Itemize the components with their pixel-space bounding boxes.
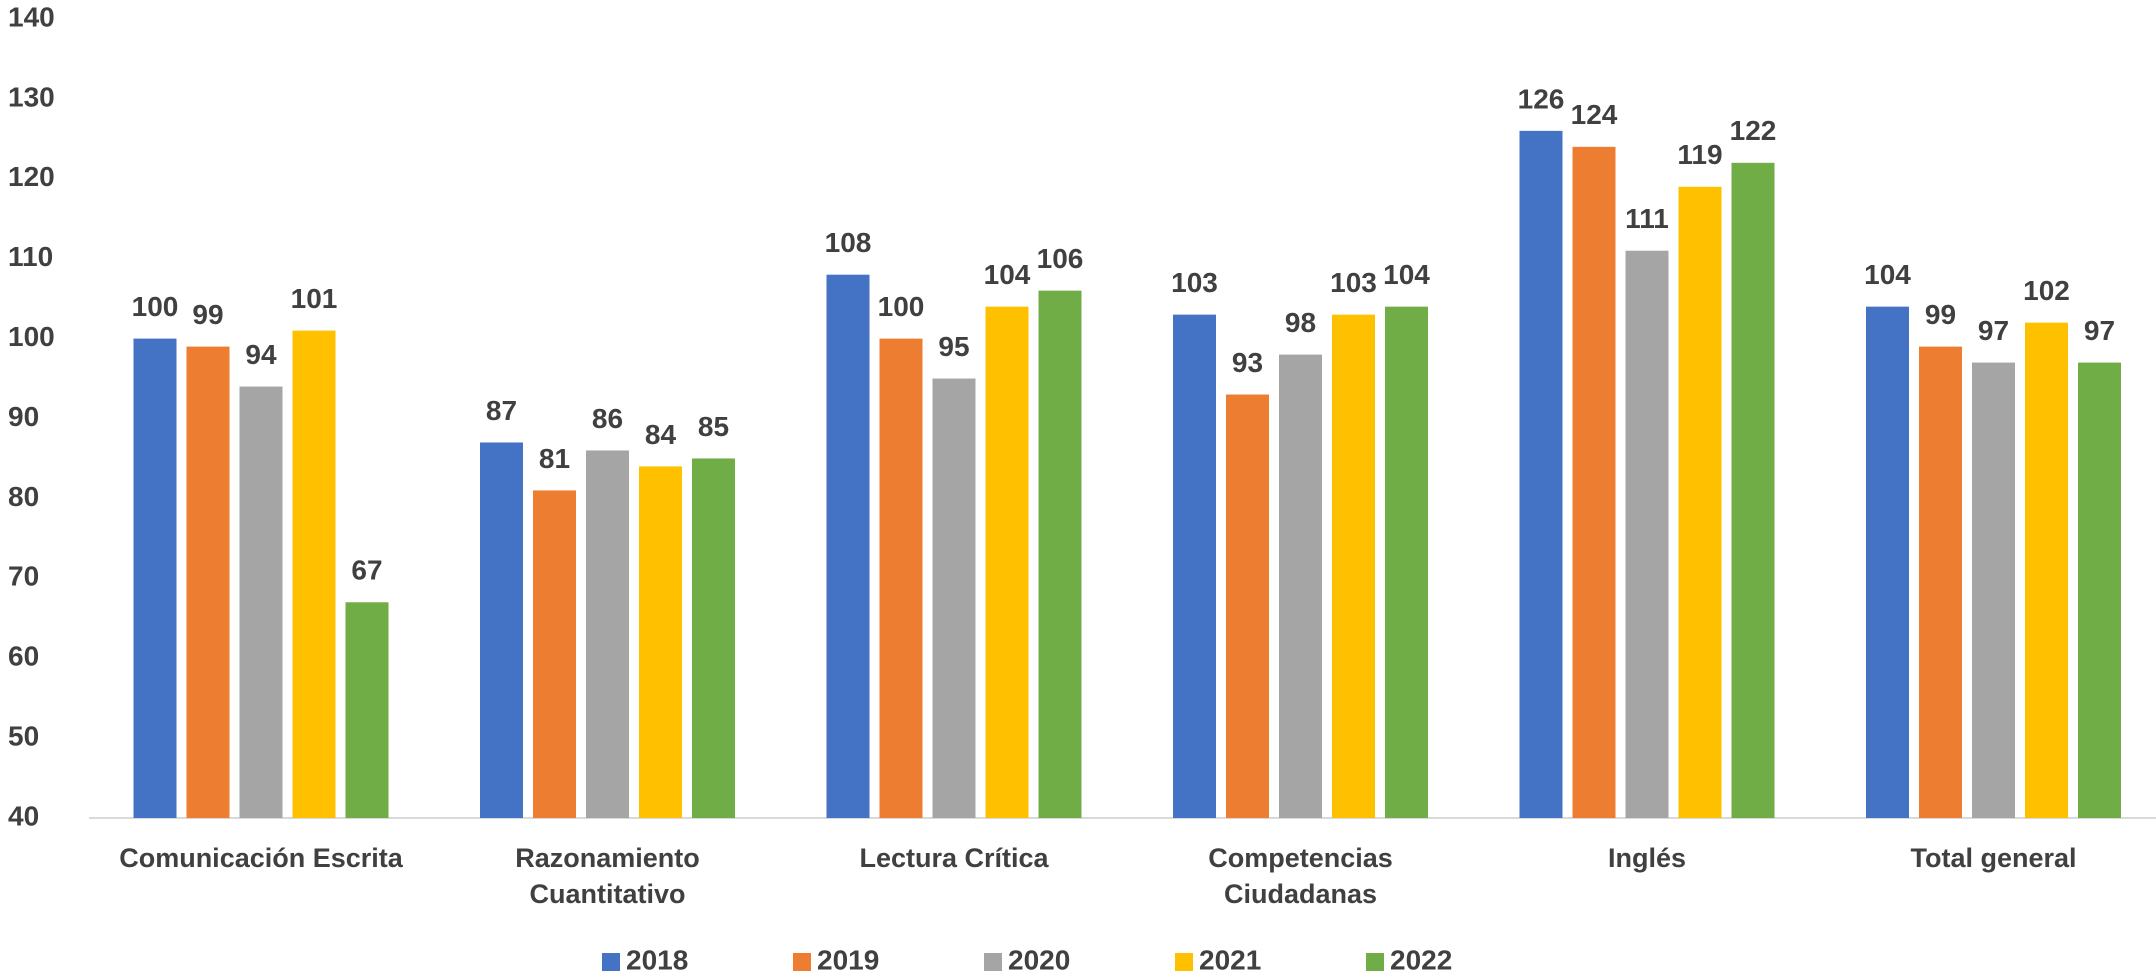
x-tick-label: Razonamiento Cuantitativo bbox=[515, 843, 700, 909]
legend-swatch bbox=[602, 953, 620, 971]
bar bbox=[345, 602, 389, 818]
x-tick-label: Lectura Crítica bbox=[859, 843, 1049, 873]
legend-label: 2021 bbox=[1199, 944, 1261, 975]
bar bbox=[1731, 162, 1775, 818]
data-label: 104 bbox=[1864, 259, 1911, 290]
data-label: 99 bbox=[1925, 299, 1956, 330]
bar bbox=[480, 442, 523, 818]
x-tick-label: Total general bbox=[1910, 843, 2077, 873]
data-label: 99 bbox=[192, 299, 223, 330]
data-label: 93 bbox=[1232, 347, 1263, 378]
bar bbox=[1625, 250, 1669, 818]
legend-label: 2022 bbox=[1390, 944, 1452, 975]
y-tick-label: 120 bbox=[8, 161, 55, 192]
data-label: 95 bbox=[938, 331, 969, 362]
y-tick-label: 80 bbox=[8, 481, 39, 512]
bar bbox=[1385, 306, 1428, 818]
bar bbox=[1173, 314, 1216, 818]
data-label: 111 bbox=[1625, 203, 1669, 234]
x-tick-label: Inglés bbox=[1607, 843, 1687, 873]
data-label: 67 bbox=[351, 555, 382, 586]
y-tick-label: 40 bbox=[8, 800, 39, 831]
bar bbox=[1919, 346, 1962, 818]
bar bbox=[932, 378, 976, 818]
bar bbox=[533, 490, 576, 818]
data-label: 85 bbox=[698, 411, 729, 442]
y-tick-label: 70 bbox=[8, 561, 39, 592]
bar bbox=[586, 450, 629, 818]
legend-swatch bbox=[1366, 953, 1384, 971]
data-label: 98 bbox=[1285, 307, 1316, 338]
bar bbox=[186, 346, 230, 818]
bar bbox=[1678, 186, 1722, 819]
x-tick-label: Comunicación Escrita bbox=[119, 843, 403, 873]
bar bbox=[985, 306, 1029, 818]
bar bbox=[239, 386, 283, 818]
y-tick-label: 50 bbox=[8, 720, 39, 751]
bar bbox=[1226, 394, 1269, 818]
bar bbox=[2025, 322, 2068, 818]
legend-label: 2018 bbox=[626, 944, 688, 975]
bar bbox=[826, 274, 870, 818]
data-label: 126 bbox=[1518, 83, 1565, 114]
data-label: 124 bbox=[1571, 99, 1618, 130]
data-label: 106 bbox=[1037, 243, 1084, 274]
bar bbox=[1572, 146, 1616, 819]
y-tick-label: 100 bbox=[8, 321, 55, 352]
data-label: 100 bbox=[878, 291, 925, 322]
data-label: 87 bbox=[486, 395, 517, 426]
data-label: 102 bbox=[2023, 275, 2070, 306]
data-label: 122 bbox=[1730, 115, 1777, 146]
data-label: 103 bbox=[1171, 267, 1218, 298]
data-label: 101 bbox=[291, 283, 338, 314]
bar bbox=[1972, 362, 2015, 818]
data-label: 94 bbox=[245, 339, 277, 370]
y-tick-label: 130 bbox=[8, 81, 55, 112]
bar bbox=[1332, 314, 1375, 818]
y-tick-label: 140 bbox=[8, 1, 55, 32]
bar bbox=[292, 330, 336, 818]
data-label: 97 bbox=[1978, 315, 2009, 346]
bar bbox=[639, 466, 682, 818]
x-tick-label: Competencias Ciudadanas bbox=[1208, 843, 1393, 909]
data-label: 104 bbox=[1383, 259, 1430, 290]
data-label: 119 bbox=[1677, 139, 1722, 170]
y-tick-label: 110 bbox=[8, 241, 53, 272]
legend-label: 2020 bbox=[1008, 944, 1070, 975]
data-label: 100 bbox=[132, 291, 179, 322]
bar bbox=[2078, 362, 2121, 818]
legend-swatch bbox=[1175, 953, 1193, 971]
bar bbox=[133, 338, 177, 818]
y-tick-label: 60 bbox=[8, 641, 39, 672]
bar bbox=[1519, 130, 1563, 819]
data-label: 86 bbox=[592, 403, 623, 434]
bar bbox=[879, 338, 923, 818]
data-label: 103 bbox=[1330, 267, 1377, 298]
data-label: 108 bbox=[825, 227, 872, 258]
data-label: 104 bbox=[984, 259, 1031, 290]
legend-swatch bbox=[984, 953, 1002, 971]
legend-label: 2019 bbox=[817, 944, 879, 975]
legend-swatch bbox=[793, 953, 811, 971]
bar bbox=[1866, 306, 1909, 818]
data-label: 97 bbox=[2084, 315, 2115, 346]
y-tick-label: 90 bbox=[8, 401, 39, 432]
data-label: 84 bbox=[645, 419, 677, 450]
bar bbox=[692, 458, 735, 818]
bar bbox=[1038, 290, 1082, 818]
bar bbox=[1279, 354, 1322, 818]
data-label: 81 bbox=[539, 443, 570, 474]
